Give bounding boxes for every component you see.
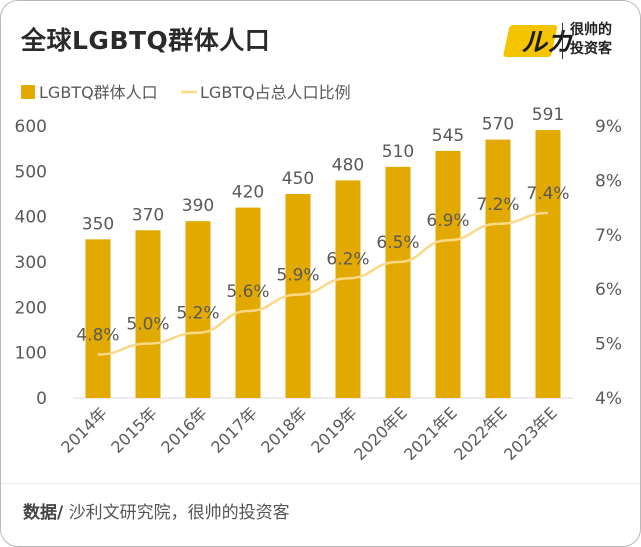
legend-bar-swatch [21, 85, 35, 99]
logo-divider [562, 23, 563, 59]
bar-value-label: 480 [332, 155, 364, 175]
ratio-line [97, 211, 549, 356]
bar-value-label: 570 [482, 115, 514, 135]
bar [235, 207, 261, 398]
x-tick-label: 2018年 [257, 403, 311, 457]
line-value-label: 5.2% [176, 304, 219, 324]
x-tick-label: 2020年E [350, 403, 411, 464]
x-tick-label: 2023年E [500, 403, 561, 464]
y-right-tick-label: 7% [595, 226, 622, 246]
line-value-label: 4.8% [76, 325, 119, 345]
y-left-tick-label: 400 [15, 208, 47, 228]
bar [385, 166, 411, 398]
y-right-tick-label: 9% [595, 117, 622, 137]
y-left-tick-label: 200 [15, 298, 47, 318]
logo-line-1: 很帅的 [570, 22, 612, 38]
chart-plot: LGBTQ群体人口 LGBTQ占总人口比例 0 100 200 300 400 500 600 4… [15, 83, 622, 464]
y-left-tick-label: 600 [15, 117, 47, 137]
x-tick-label: 2022年E [450, 403, 511, 464]
source-text: 沙利文研究院，很帅的投资客 [68, 503, 290, 523]
y-left-tick-label: 0 [36, 389, 47, 409]
bar-value-label: 591 [532, 105, 564, 125]
line-value-label: 7.4% [526, 184, 569, 204]
x-tick-label: 2015年 [107, 403, 161, 457]
x-tick-label: 2014年 [57, 403, 111, 457]
bar [135, 230, 161, 398]
bar [185, 221, 211, 398]
bar [535, 130, 561, 398]
bar-value-label: 350 [82, 214, 114, 234]
logo-line-2: 投资客 [570, 41, 612, 57]
bar [85, 239, 111, 398]
x-tick-label: 2016年 [157, 403, 211, 457]
y-left-tick-label: 300 [15, 253, 47, 273]
line-value-label: 6.5% [376, 233, 419, 253]
bar-value-label: 450 [282, 169, 314, 189]
source-note: 数据/ 沙利文研究院，很帅的投资客 [23, 498, 290, 523]
line-value-label: 5.0% [126, 315, 169, 335]
legend-line-label: LGBTQ占总人口比例 [200, 83, 351, 102]
logo-text: 很帅的 投资客 [570, 21, 612, 59]
bar-value-label: 370 [132, 205, 164, 225]
y-right-tick-label: 5% [595, 335, 622, 355]
bar-value-label: 545 [432, 126, 464, 146]
bar-value-label: 510 [382, 142, 414, 162]
y-left-tick-label: 500 [15, 162, 47, 182]
svg-text:ルカ: ルカ [521, 28, 573, 58]
x-tick-label: 2021年E [400, 403, 461, 464]
y-right-tick-label: 6% [595, 280, 622, 300]
bar [335, 180, 361, 398]
line-value-label: 7.2% [476, 195, 519, 215]
y-right-tick-label: 4% [595, 389, 622, 409]
line-value-label: 5.9% [276, 266, 319, 286]
line-value-label: 6.9% [426, 211, 469, 231]
bar-value-label: 390 [182, 196, 214, 216]
source-label: 数据/ [23, 503, 64, 523]
bar-value-label: 420 [232, 183, 264, 203]
line-value-label: 5.6% [226, 282, 269, 302]
chart-title: 全球LGBTQ群体人口 [21, 26, 271, 55]
line-value-label: 6.2% [326, 249, 369, 269]
bar [485, 139, 511, 398]
x-tick-label: 2017年 [207, 403, 261, 457]
bar [435, 150, 461, 398]
y-right-tick-label: 8% [595, 171, 622, 191]
legend-bar-label: LGBTQ群体人口 [39, 83, 158, 102]
source-divider [1, 483, 640, 484]
logo-mark-icon: ルカ [503, 25, 573, 58]
y-left-tick-label: 100 [15, 344, 47, 364]
